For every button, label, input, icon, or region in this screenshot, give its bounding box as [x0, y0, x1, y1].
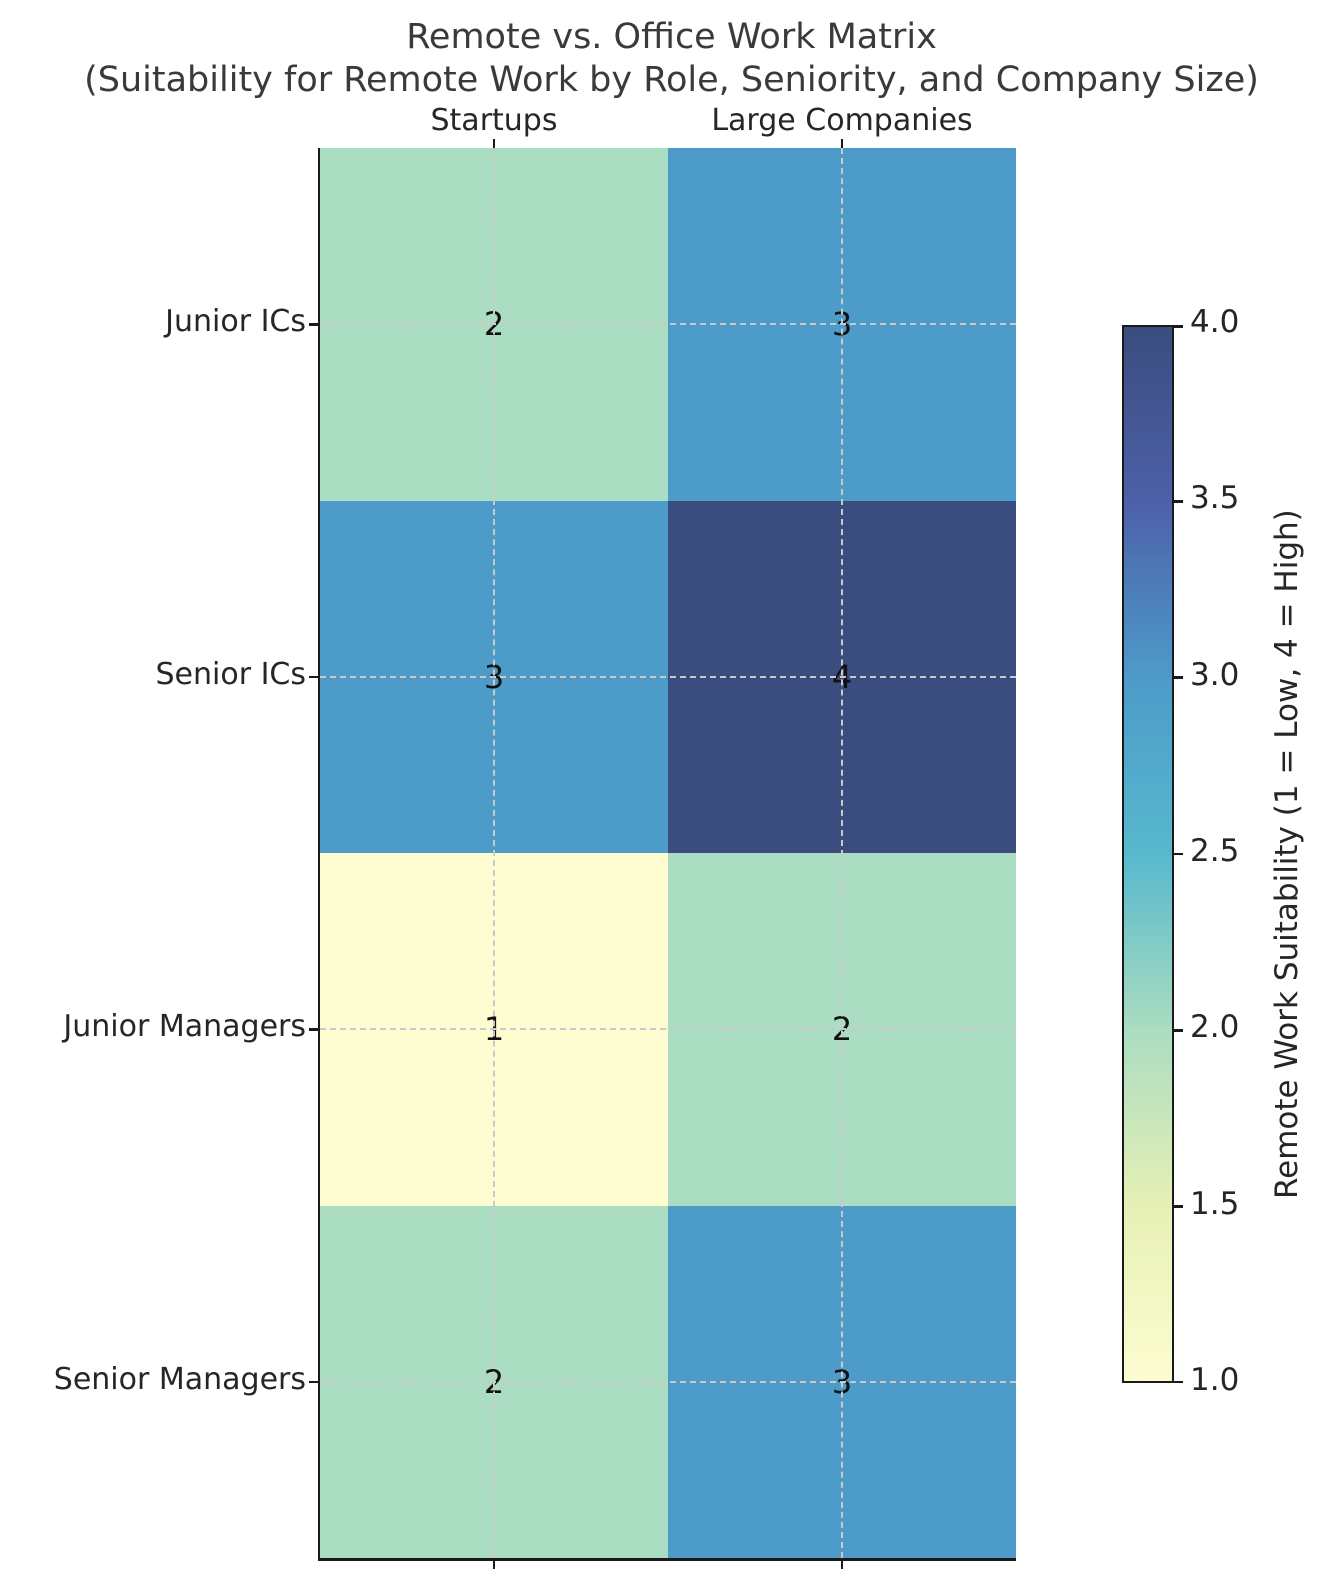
gridline-horizontal	[320, 1380, 1016, 1383]
gridline-vertical	[841, 148, 843, 1558]
gridline-horizontal	[320, 323, 1016, 326]
colorbar-tick-label: 3.0	[1190, 656, 1240, 693]
x-tick-top	[492, 139, 496, 148]
row-label: Junior ICs	[165, 304, 306, 340]
chart-title-line1: Remote vs. Office Work Matrix	[406, 17, 937, 57]
x-tick-bottom	[840, 1560, 844, 1569]
colorbar-axis-label: Remote Work Suitability (1 = Low, 4 = Hi…	[1269, 509, 1305, 1199]
colorbar-tick	[1174, 500, 1183, 503]
colorbar-tick	[1174, 1380, 1183, 1383]
colorbar-tick-label: 2.0	[1190, 1009, 1240, 1046]
x-tick-bottom	[492, 1560, 496, 1569]
row-label: Senior Managers	[53, 1361, 306, 1397]
row-label: Senior ICs	[155, 656, 307, 692]
gridline-vertical	[493, 148, 495, 1558]
chart-title-line2: (Suitability for Remote Work by Role, Se…	[84, 60, 1259, 100]
colorbar-tick	[1174, 1029, 1183, 1032]
colorbar-tick-label: 3.5	[1190, 480, 1240, 517]
colorbar-tick-label: 1.0	[1190, 1362, 1240, 1398]
colorbar-tick-label: 1.5	[1190, 1185, 1240, 1222]
y-tick-left	[308, 675, 318, 678]
row-label: Junior Managers	[63, 1009, 306, 1045]
colorbar	[1122, 325, 1174, 1383]
colorbar-tick	[1174, 852, 1183, 856]
gridline-horizontal	[320, 675, 1016, 678]
colorbar-tick	[1174, 325, 1183, 328]
colorbar-tick	[1174, 1205, 1183, 1208]
column-header: Startups	[430, 103, 558, 138]
colorbar-tick-label: 4.0	[1190, 304, 1240, 340]
colorbar-tick-label: 2.5	[1190, 833, 1240, 869]
y-tick-left	[308, 323, 318, 326]
x-tick-top	[840, 139, 844, 148]
bottom-axis-spine	[317, 1558, 1016, 1561]
y-tick-left	[308, 1028, 318, 1031]
column-header: Large Companies	[711, 103, 973, 138]
left-axis-spine	[317, 148, 320, 1561]
gridline-horizontal	[320, 1028, 1016, 1031]
y-tick-left	[308, 1380, 318, 1383]
colorbar-tick	[1174, 676, 1183, 679]
